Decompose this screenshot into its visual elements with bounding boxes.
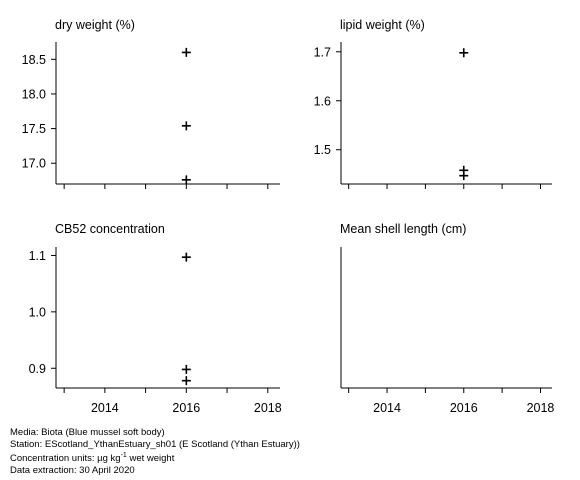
footer-notes: Media: Biota (Blue mussel soft body) Sta… (10, 427, 300, 476)
panel-1-y-tick-label: 17.0 (22, 157, 46, 171)
footer-units-prefix: Concentration units: µg kg (10, 453, 121, 465)
panel-3-x-tick-label: 2018 (254, 401, 282, 415)
panel-2-data-point (459, 48, 469, 58)
panel-3-title: CB52 concentration (55, 222, 165, 236)
panel-3-y-tick-label: 1.0 (29, 305, 46, 319)
footer-units-suffix: wet weight (126, 453, 175, 465)
panel-2-title: lipid weight (%) (340, 18, 425, 32)
panel-1-y-tick-label: 17.5 (22, 122, 46, 136)
panel-1-data-point (181, 175, 191, 185)
panel-1-title: dry weight (%) (55, 18, 135, 32)
footer-units-superscript: -1 (120, 452, 127, 459)
panel-4-x-tick-label: 2016 (450, 401, 478, 415)
panel-3-x-tick-label: 2014 (91, 401, 119, 415)
footer-media: Media: Biota (Blue mussel soft body) (10, 427, 165, 438)
panel-3-y-tick-label: 1.1 (29, 249, 46, 263)
panel-4-x-tick-label: 2014 (373, 401, 401, 415)
panel-3-data-point (181, 376, 191, 386)
panel-3-data-point (181, 364, 191, 374)
panel-3-y-tick-label: 0.9 (29, 362, 46, 376)
panel-4-title: Mean shell length (cm) (340, 222, 466, 236)
panel-1-data-point (181, 47, 191, 57)
footer-station: Station: EScotland_YthanEstuary_sh01 (E … (10, 438, 300, 450)
panel-1-y-tick-label: 18.0 (22, 87, 46, 101)
footer-units: Concentration units: µg kg-1 wet weight (10, 450, 300, 465)
panel-3-x-tick-label: 2016 (172, 401, 200, 415)
panel-2-data-point (459, 171, 469, 181)
panel-1-y-tick-label: 18.5 (22, 53, 46, 67)
panel-2-y-tick-label: 1.7 (314, 45, 331, 59)
panel-4-x-tick-label: 2018 (527, 401, 555, 415)
panel-3-data-point (181, 252, 191, 262)
footer-extraction: Data extraction: 30 April 2020 (10, 464, 135, 476)
panel-2-y-tick-label: 1.5 (314, 143, 331, 157)
panel-1-data-point (181, 121, 191, 131)
panel-2-y-tick-label: 1.6 (314, 94, 331, 108)
